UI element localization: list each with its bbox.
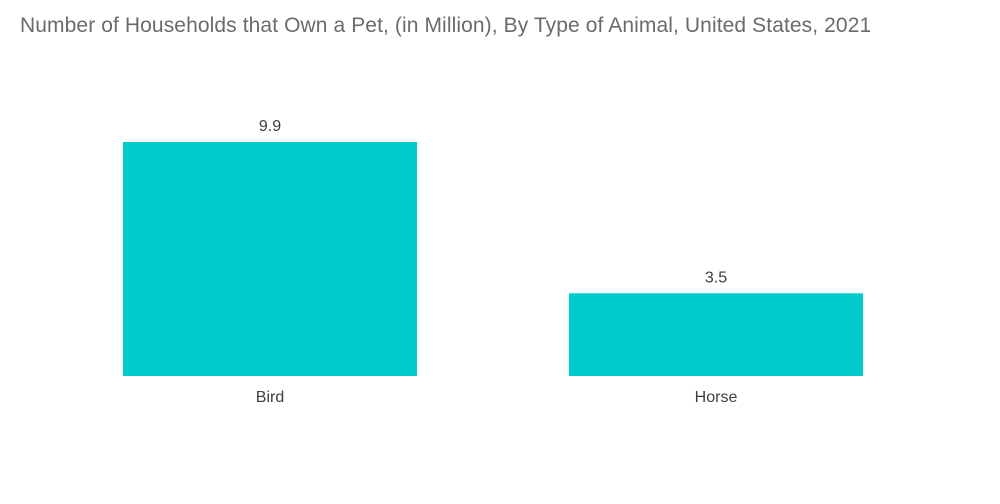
category-label-bird: Bird — [256, 389, 284, 406]
value-label-horse: 3.5 — [705, 269, 727, 286]
bar-horse — [569, 293, 863, 376]
value-label-bird: 9.9 — [259, 118, 281, 135]
category-label-horse: Horse — [695, 389, 738, 406]
chart-title: Number of Households that Own a Pet, (in… — [20, 14, 872, 37]
bar-bird — [123, 142, 417, 376]
